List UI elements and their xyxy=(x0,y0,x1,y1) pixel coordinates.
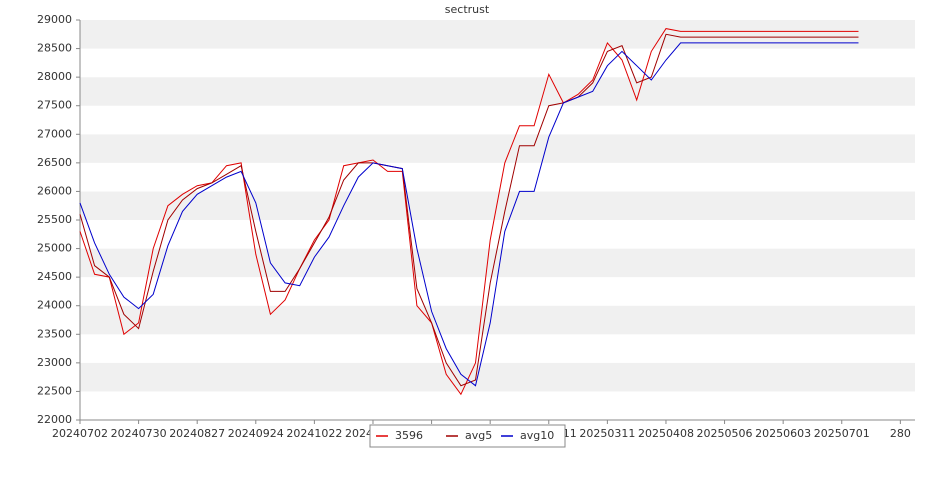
x-tick-label: 20240702 xyxy=(52,427,108,440)
legend: 3596 avg5 avg10 xyxy=(369,424,566,448)
x-tick-label: 20241022 xyxy=(286,427,342,440)
x-tick-label: 20250311 xyxy=(579,427,635,440)
grid-band xyxy=(80,220,915,249)
grid-band xyxy=(80,48,915,78)
y-tick-label: 27000 xyxy=(37,127,72,140)
series-line xyxy=(79,42,859,387)
y-tick-label: 24000 xyxy=(37,299,72,312)
x-tick-label: 20240827 xyxy=(169,427,225,440)
grid-band xyxy=(80,77,915,106)
y-tick-label: 25000 xyxy=(37,242,72,255)
legend-label: avg5 xyxy=(465,429,492,442)
y-tick-label: 24500 xyxy=(37,270,72,283)
grid-band xyxy=(80,391,915,420)
grid-band xyxy=(80,20,915,49)
grid-band xyxy=(80,277,915,306)
x-tick-label: 20250408 xyxy=(638,427,694,440)
legend-label: avg10 xyxy=(520,429,554,442)
y-tick-label: 27500 xyxy=(37,99,72,112)
y-tick-label: 28000 xyxy=(37,70,72,83)
x-tick-label: 20240730 xyxy=(111,427,167,440)
y-tick-label: 22000 xyxy=(37,413,72,426)
grid-band xyxy=(80,191,915,220)
x-tick-label: 280 xyxy=(890,427,911,440)
x-tick-label: 20250506 xyxy=(697,427,753,440)
x-tick-label: 20250701 xyxy=(814,427,870,440)
x-tick-label: 20240924 xyxy=(228,427,284,440)
y-tick-label: 28500 xyxy=(37,42,72,55)
grid-band xyxy=(80,105,915,135)
grid-band xyxy=(80,248,915,278)
y-tick-label: 22500 xyxy=(37,384,72,397)
grid-band xyxy=(80,134,915,163)
y-tick-label: 29000 xyxy=(37,13,72,26)
x-tick-label: 20250603 xyxy=(755,427,811,440)
legend-box xyxy=(369,424,566,448)
series-line xyxy=(79,28,859,396)
grid-band xyxy=(80,162,915,192)
y-tick-label: 26000 xyxy=(37,184,72,197)
y-tick-label: 23000 xyxy=(37,356,72,369)
grid-band xyxy=(80,334,915,363)
grid-band xyxy=(80,362,915,392)
grid-band xyxy=(80,305,915,335)
y-tick-label: 25500 xyxy=(37,213,72,226)
y-tick-label: 26500 xyxy=(37,156,72,169)
y-tick-label: 23500 xyxy=(37,327,72,340)
legend-label: 3596 xyxy=(395,429,423,442)
chart-title: sectrust xyxy=(445,3,490,16)
